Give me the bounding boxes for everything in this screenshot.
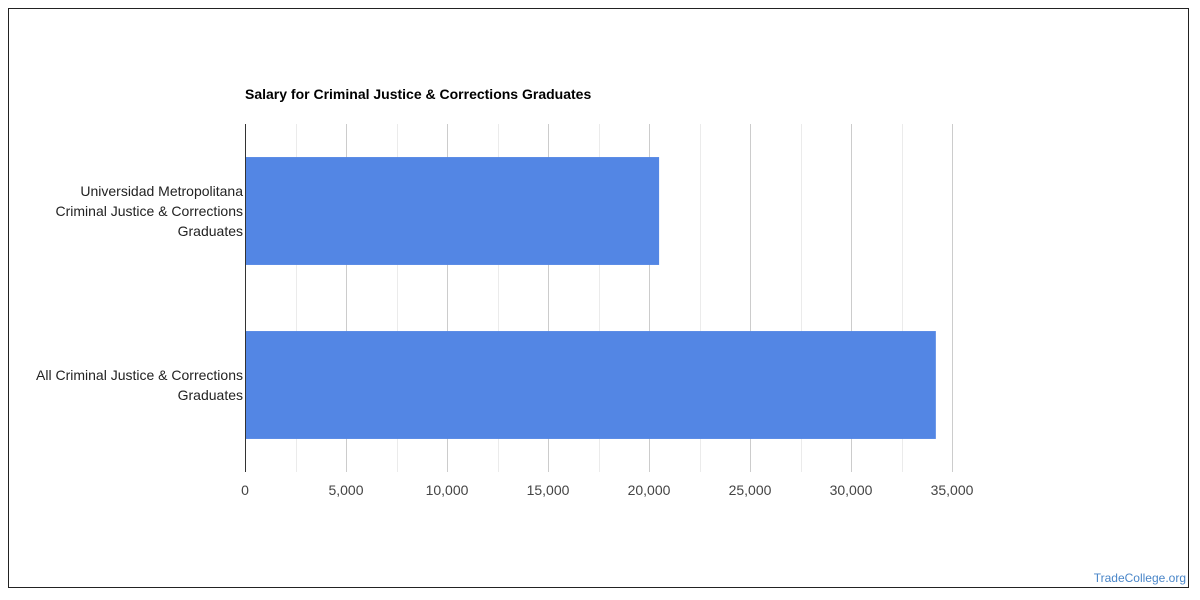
bar bbox=[245, 157, 660, 265]
chart-title: Salary for Criminal Justice & Correction… bbox=[245, 86, 592, 102]
category-label: All Criminal Justice & Corrections Gradua… bbox=[36, 367, 243, 403]
bar bbox=[245, 331, 936, 439]
x-tick-label: 30,000 bbox=[830, 482, 873, 498]
x-tick-label: 10,000 bbox=[426, 482, 469, 498]
watermark-link[interactable]: TradeCollege.org bbox=[1093, 571, 1186, 585]
chart-frame bbox=[8, 8, 1189, 588]
x-tick-label: 35,000 bbox=[931, 482, 974, 498]
x-tick-label: 20,000 bbox=[628, 482, 671, 498]
x-tick-label: 5,000 bbox=[328, 482, 363, 498]
category-label: Universidad Metropolitana Criminal Justic… bbox=[56, 183, 244, 239]
x-tick-label: 0 bbox=[241, 482, 249, 498]
x-tick-label: 25,000 bbox=[729, 482, 772, 498]
x-tick-label: 15,000 bbox=[527, 482, 570, 498]
